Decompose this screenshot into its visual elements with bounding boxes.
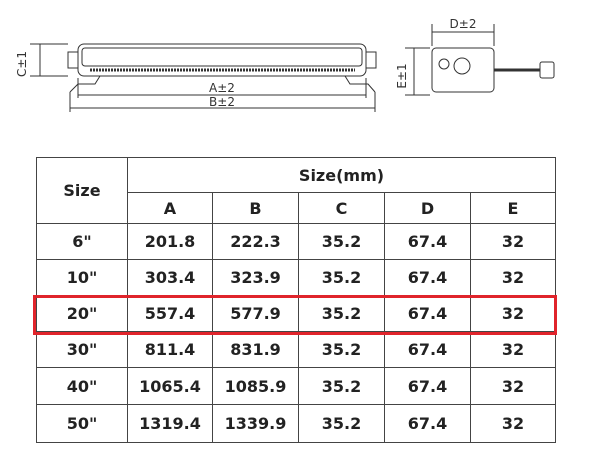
table-row: Size Size(mm) bbox=[36, 157, 556, 224]
size-table: Size Size(mm) A B C D E 6" 201.8 222.3 35.2 67.4 32 1… bbox=[36, 157, 556, 443]
table-row: 6" 201.8 222.3 35.2 67.4 32 bbox=[36, 223, 556, 260]
data-cell: 67.4 bbox=[384, 331, 471, 368]
data-cell: 67.4 bbox=[384, 404, 471, 443]
data-cell: 35.2 bbox=[298, 404, 385, 443]
size-cell: 10" bbox=[36, 259, 128, 296]
data-cell: 32 bbox=[470, 295, 556, 332]
bracket bbox=[344, 75, 376, 93]
table-row: 50" 1319.4 1339.9 35.2 67.4 32 bbox=[36, 404, 556, 443]
end-cap bbox=[67, 51, 79, 69]
table-row: 20" 557.4 577.9 35.2 67.4 32 bbox=[36, 295, 556, 332]
data-cell: 201.8 bbox=[127, 223, 213, 260]
drawing: C±1 A±2 B±2 D±2 E±1 bbox=[15, 17, 555, 112]
data-cell: 303.4 bbox=[127, 259, 213, 296]
data-cell: 32 bbox=[470, 367, 556, 405]
side-housing bbox=[431, 47, 495, 93]
size-cell: 20" bbox=[36, 295, 128, 332]
data-cell: 32 bbox=[470, 223, 556, 260]
plug bbox=[539, 61, 555, 79]
dim-label: E±1 bbox=[395, 63, 409, 88]
data-cell: 323.9 bbox=[212, 259, 299, 296]
dim-label: B±2 bbox=[209, 95, 235, 109]
size-cell: 40" bbox=[36, 367, 128, 405]
size-cell: 6" bbox=[36, 223, 128, 260]
data-cell: 67.4 bbox=[384, 295, 471, 332]
lens bbox=[81, 47, 363, 67]
column-header: E bbox=[470, 192, 556, 224]
data-cell: 557.4 bbox=[127, 295, 213, 332]
end-cap bbox=[365, 51, 377, 69]
dim-label: C±1 bbox=[15, 51, 29, 77]
data-cell: 222.3 bbox=[212, 223, 299, 260]
data-cell: 1339.9 bbox=[212, 404, 299, 443]
row-highlight bbox=[33, 295, 557, 335]
data-cell: 32 bbox=[470, 259, 556, 296]
dim-label: D±2 bbox=[450, 17, 477, 31]
header-cell: Size bbox=[36, 157, 128, 224]
data-cell: 1319.4 bbox=[127, 404, 213, 443]
data-cell: 32 bbox=[470, 331, 556, 368]
table-row: 30" 811.4 831.9 35.2 67.4 32 bbox=[36, 331, 556, 368]
data-cell: 67.4 bbox=[384, 223, 471, 260]
dim-label: A±2 bbox=[209, 81, 235, 95]
data-cell: 35.2 bbox=[298, 331, 385, 368]
header-cell: Size(mm) bbox=[127, 157, 556, 193]
data-cell: 811.4 bbox=[127, 331, 213, 368]
column-header: A bbox=[127, 192, 213, 224]
size-cell: 50" bbox=[36, 404, 128, 443]
column-header: B bbox=[212, 192, 299, 224]
data-cell: 32 bbox=[470, 404, 556, 443]
data-cell: 831.9 bbox=[212, 331, 299, 368]
size-cell: 30" bbox=[36, 331, 128, 368]
data-cell: 67.4 bbox=[384, 367, 471, 405]
table-row: 10" 303.4 323.9 35.2 67.4 32 bbox=[36, 259, 556, 296]
column-header: D bbox=[384, 192, 471, 224]
data-cell: 67.4 bbox=[384, 259, 471, 296]
bracket bbox=[69, 75, 101, 93]
data-cell: 1085.9 bbox=[212, 367, 299, 405]
data-cell: 35.2 bbox=[298, 259, 385, 296]
data-cell: 35.2 bbox=[298, 223, 385, 260]
data-cell: 1065.4 bbox=[127, 367, 213, 405]
data-cell: 35.2 bbox=[298, 367, 385, 405]
table-row: 40" 1065.4 1085.9 35.2 67.4 32 bbox=[36, 367, 556, 405]
column-header: C bbox=[298, 192, 385, 224]
